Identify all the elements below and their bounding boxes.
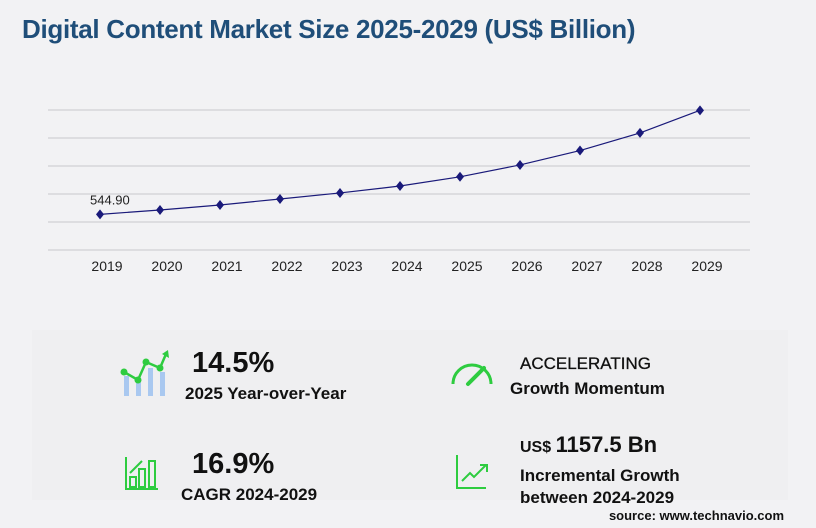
x-tick-label: 2026 [511, 258, 542, 274]
data-point [516, 159, 524, 170]
data-point [396, 181, 404, 192]
data-point [576, 145, 584, 156]
data-label: 544.90 [90, 192, 130, 207]
data-point [336, 187, 344, 198]
x-tick-label: 2024 [391, 258, 422, 274]
currency-prefix: US$ [520, 439, 552, 456]
data-point [216, 199, 224, 210]
x-tick-label: 2022 [271, 258, 302, 274]
x-tick-label: 2021 [211, 258, 242, 274]
incremental-value: US$ 1157.5 Bn [520, 432, 657, 458]
x-tick-label: 2019 [91, 258, 122, 274]
stats-panel [32, 330, 788, 500]
x-tick-label: 2023 [331, 258, 362, 274]
series-line [99, 109, 701, 215]
source-text: source: www.technavio.com [608, 508, 784, 523]
x-tick-label: 2029 [691, 258, 722, 274]
data-point [156, 205, 164, 216]
growth-chart-icon [120, 350, 169, 396]
speedometer-icon [451, 363, 493, 386]
data-point [636, 127, 644, 138]
yoy-value: 14.5% [192, 347, 275, 379]
yoy-label: 2025 Year-over-Year [185, 384, 347, 403]
bar-chart-icon [125, 457, 158, 490]
data-point [96, 209, 104, 220]
data-point [456, 171, 464, 182]
incremental-amount: 1157.5 Bn [555, 432, 658, 457]
x-tick-label: 2025 [451, 258, 482, 274]
data-point [276, 193, 284, 204]
x-tick-label: 2028 [631, 258, 662, 274]
x-tick-label: 2020 [151, 258, 182, 274]
data-point [696, 105, 704, 116]
incremental-label-2: between 2024-2029 [520, 488, 675, 507]
chart-title: Digital Content Market Size 2025-2029 (U… [22, 14, 636, 44]
momentum-value: ACCELERATING [520, 354, 651, 373]
momentum-label: Growth Momentum [510, 379, 665, 398]
cagr-label: CAGR 2024-2029 [181, 485, 318, 504]
cagr-value: 16.9% [192, 448, 275, 480]
x-tick-label: 2027 [571, 258, 602, 274]
incremental-label-1: Incremental Growth [520, 466, 680, 485]
trend-up-icon [456, 455, 488, 489]
line-chart: 2019 2020 2021 2022 2023 2024 2025 2026 2027 2028… [48, 105, 750, 274]
